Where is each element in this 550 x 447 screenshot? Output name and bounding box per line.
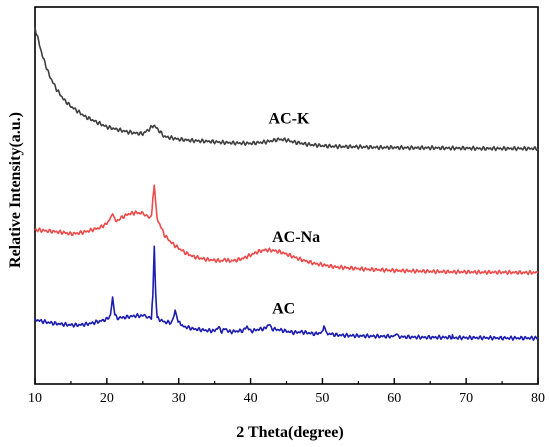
series-line-ac-k: [34, 27, 539, 152]
y-axis-title: Relative Intensity(a.u.): [7, 112, 24, 268]
x-tick-label: 80: [531, 391, 545, 406]
series-label-ac: AC: [272, 301, 295, 318]
series-line-ac-na: [34, 184, 539, 276]
x-ticks: 10 20 30 40 50 60 70 80: [28, 378, 545, 406]
x-tick-label: 70: [459, 391, 473, 406]
plot-frame: [34, 6, 539, 385]
x-tick-label: 30: [172, 391, 186, 406]
plot-border: [34, 6, 539, 385]
x-tick-label: 60: [387, 391, 401, 406]
x-tick-label: 20: [100, 391, 114, 406]
x-axis-title: 2 Theta(degree): [236, 424, 343, 441]
series-layer: [34, 27, 539, 341]
series-line-ac: [34, 245, 539, 341]
series-labels: AC-K AC-Na AC: [269, 111, 321, 318]
x-tick-label: 50: [315, 391, 329, 406]
x-tick-label: 10: [28, 391, 42, 406]
series-label-ac-k: AC-K: [269, 111, 310, 128]
series-label-ac-na: AC-Na: [272, 229, 320, 246]
x-tick-label: 40: [244, 391, 258, 406]
